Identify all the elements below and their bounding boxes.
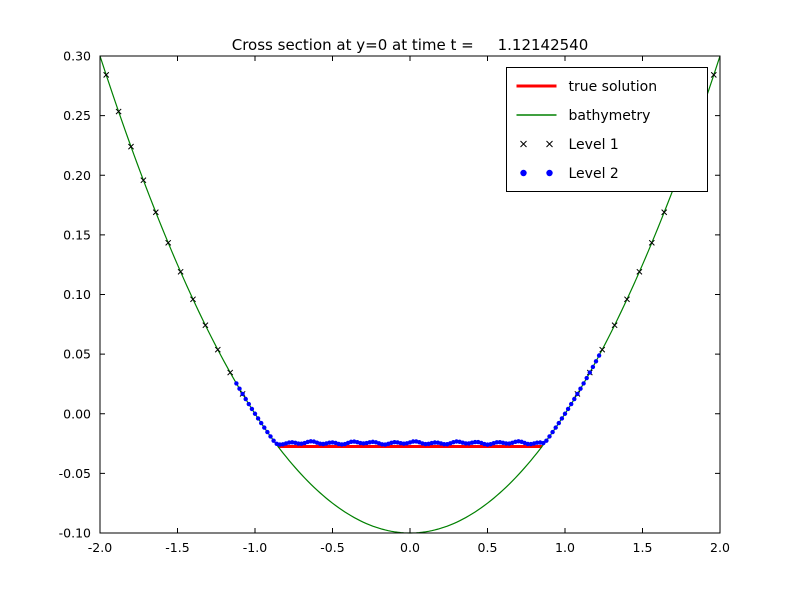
y-tick-label: 0.00	[63, 406, 91, 421]
level1-marker	[710, 71, 717, 78]
level2-marker	[581, 381, 586, 386]
level2-marker	[541, 440, 546, 446]
level2-marker	[553, 425, 558, 430]
level1-marker	[624, 296, 630, 303]
level2-marker	[556, 420, 561, 426]
level2-marker	[410, 439, 416, 444]
x-tick-label: 1.0	[555, 540, 575, 555]
x-tick-label: -1.0	[243, 540, 267, 555]
y-tick-label: 0.15	[63, 227, 91, 242]
level2-marker	[525, 441, 530, 447]
level2-marker	[243, 396, 248, 402]
y-tick-label: 0.05	[63, 347, 91, 362]
level2-marker	[572, 396, 577, 402]
level2-marker	[578, 386, 583, 391]
level1-marker	[227, 369, 234, 376]
legend-label: true solution	[569, 79, 658, 95]
y-tick-label: 0.25	[63, 108, 91, 123]
level1-marker	[214, 346, 221, 353]
level2-marker	[265, 429, 270, 435]
level2-marker	[259, 420, 264, 426]
level2-marker	[463, 441, 468, 446]
level2-marker	[565, 406, 571, 412]
level2-marker	[547, 434, 552, 439]
level1-marker	[115, 108, 122, 115]
y-tick-label: 0.30	[63, 49, 91, 64]
y-tick-label: -0.10	[59, 526, 91, 541]
x-tick-label: 0.5	[478, 540, 498, 555]
legend-label: Level 1	[569, 137, 619, 153]
level2-marker	[246, 401, 251, 407]
level2-marker	[559, 416, 565, 421]
level1-marker	[599, 346, 606, 353]
level2-marker	[494, 440, 499, 445]
y-tick-label: 0.20	[63, 168, 91, 183]
y-tick-label: -0.05	[59, 466, 91, 481]
level2-marker	[234, 381, 239, 386]
x-tick-label: 2.0	[710, 540, 730, 555]
level2-marker	[550, 429, 555, 435]
legend-sample-dot-marker	[546, 169, 553, 177]
legend-sample-x-marker	[520, 140, 527, 148]
level2-marker	[255, 416, 261, 421]
x-tick-label: 0.0	[400, 540, 420, 555]
legend-sample-dot-marker	[520, 169, 527, 177]
level1-marker	[202, 322, 209, 329]
level1-marker	[165, 239, 172, 246]
level2-marker	[562, 411, 568, 416]
level2-marker	[503, 441, 509, 446]
legend-box	[506, 67, 708, 192]
level2-marker	[268, 434, 273, 439]
x-tick-label: -2.0	[88, 540, 112, 555]
level2-marker	[249, 406, 255, 412]
level2-marker	[237, 386, 242, 391]
level1-marker	[128, 143, 134, 150]
legend-label: bathymetry	[569, 108, 651, 124]
level2-marker	[544, 438, 549, 443]
level2-marker	[590, 364, 596, 370]
x-tick-label: -0.5	[320, 540, 344, 555]
level1-marker	[648, 239, 655, 246]
level2-marker	[587, 370, 592, 375]
level2-marker	[296, 441, 301, 446]
level1-marker	[103, 71, 110, 78]
level1-marker	[140, 177, 147, 184]
legend-sample-x-marker	[546, 140, 553, 148]
level2-marker	[432, 440, 437, 445]
level2-marker	[584, 375, 589, 381]
level2-marker	[271, 438, 276, 443]
level2-marker	[593, 359, 599, 364]
level2-marker	[252, 411, 258, 416]
level2-marker	[240, 391, 245, 397]
level2-marker	[441, 442, 447, 447]
legend-label: Level 2	[569, 166, 619, 182]
level1-marker	[177, 268, 184, 275]
chart-title: Cross section at y=0 at time t = 1.12142…	[231, 36, 589, 54]
level2-marker	[262, 425, 267, 430]
level1-marker	[611, 322, 618, 329]
y-tick-label: 0.10	[63, 287, 91, 302]
level2-marker	[569, 401, 574, 407]
level2-marker	[277, 442, 282, 447]
level2-marker	[596, 353, 602, 358]
level1-marker	[190, 296, 196, 303]
level2-marker	[472, 439, 478, 445]
level1-marker	[152, 209, 159, 216]
level1-marker	[661, 209, 668, 216]
level1-marker	[636, 268, 643, 275]
level2-marker	[575, 391, 580, 397]
x-tick-label: 1.5	[633, 540, 653, 555]
x-tick-label: -1.5	[165, 540, 189, 555]
